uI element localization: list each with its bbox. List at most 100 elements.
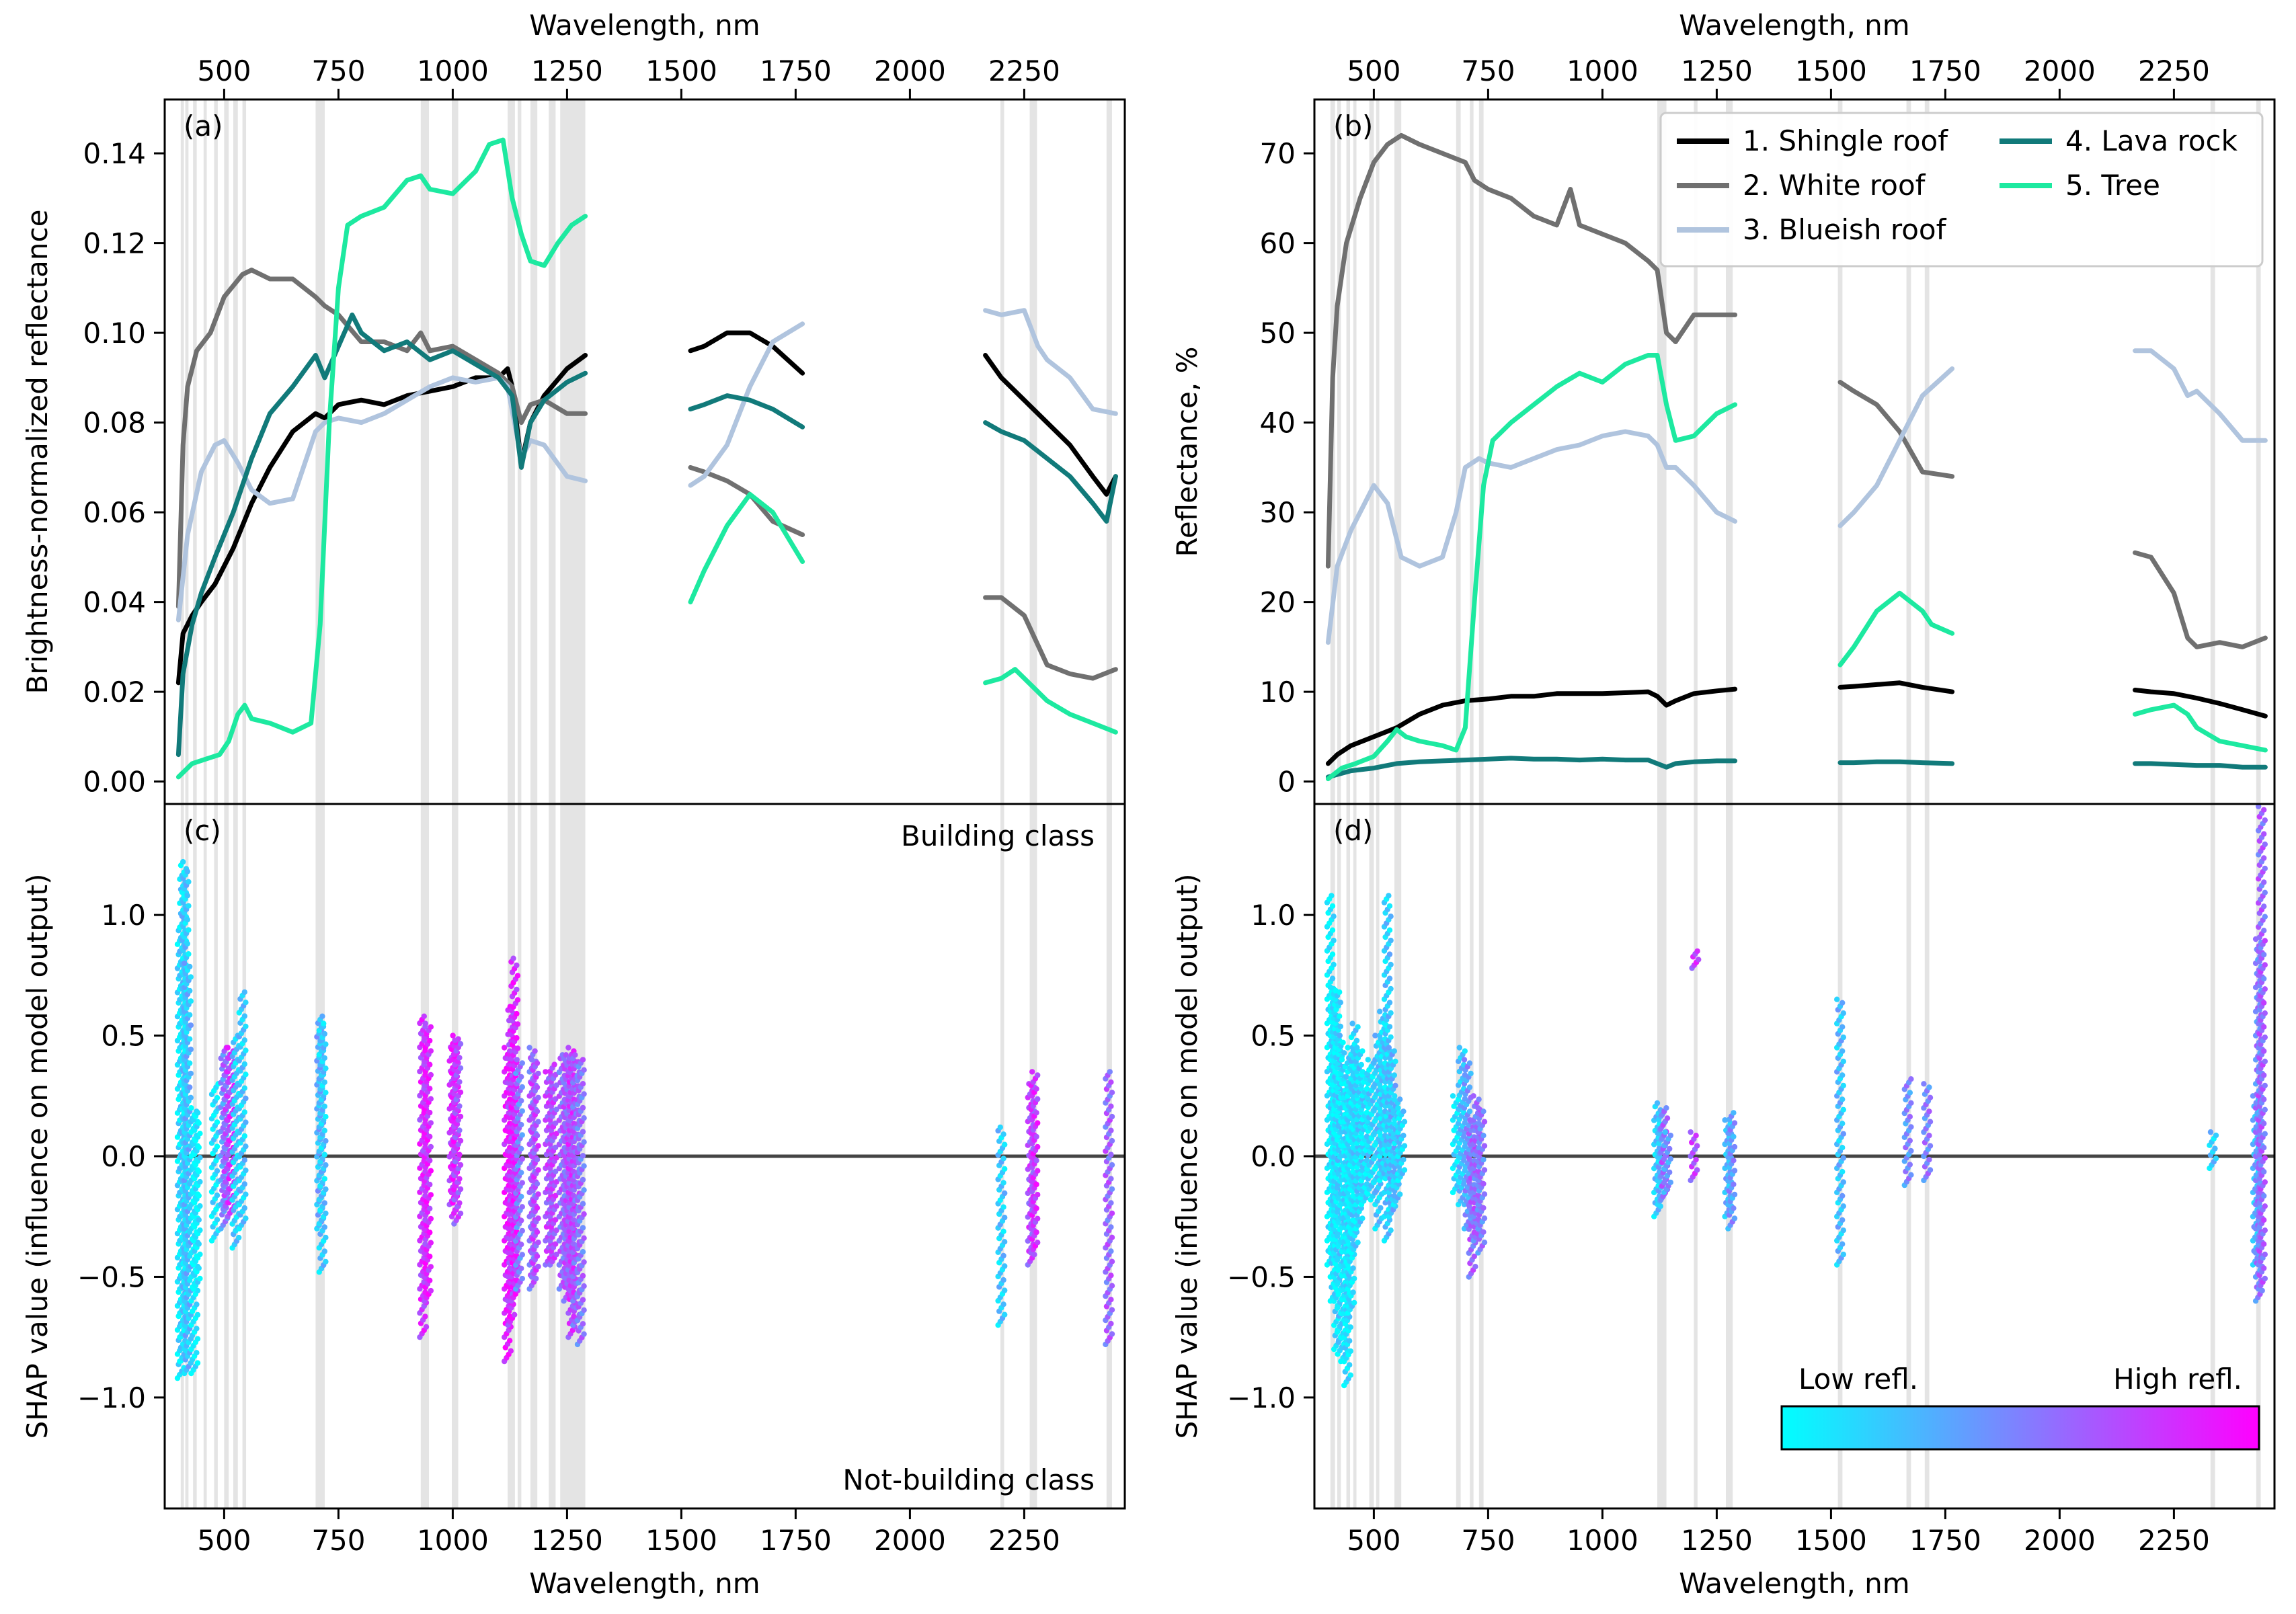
shap-point xyxy=(243,1047,249,1053)
series-line-lava xyxy=(688,393,805,430)
shap-point xyxy=(1839,1241,1846,1247)
shap-point xyxy=(1329,927,1336,933)
shap-point xyxy=(457,1103,463,1109)
shap-point xyxy=(243,1215,249,1221)
shap-point xyxy=(2261,1217,2267,1223)
shap-point xyxy=(543,1069,549,1075)
shap-point xyxy=(1035,1072,1041,1078)
shap-point xyxy=(1475,1105,1481,1111)
shap-point xyxy=(581,1259,587,1265)
shap-point xyxy=(580,1297,586,1303)
excluded-band xyxy=(1470,99,1474,804)
shap-point xyxy=(553,1193,559,1199)
shap-point xyxy=(1331,914,1337,920)
shap-point xyxy=(321,1127,327,1134)
shap-point xyxy=(1462,1048,1468,1054)
shap-point xyxy=(427,1277,433,1284)
shap-point xyxy=(1386,927,1393,933)
shap-point xyxy=(1349,1020,1355,1026)
shap-point xyxy=(2262,1179,2268,1185)
shap-point xyxy=(428,1024,434,1030)
shap-point xyxy=(1926,1156,1932,1163)
excluded-band xyxy=(1694,99,1698,804)
shap-point xyxy=(243,1072,249,1078)
shap-point xyxy=(1388,1227,1394,1234)
y-tick-label: 0.10 xyxy=(83,317,146,350)
shap-point xyxy=(427,1086,433,1092)
shap-point xyxy=(1839,1024,1846,1030)
shap-point xyxy=(1731,1205,1737,1211)
shap-point xyxy=(1731,1133,1737,1140)
shap-point xyxy=(1839,1193,1846,1199)
x-tick-label: 2250 xyxy=(988,1524,1060,1557)
shap-point xyxy=(519,1060,525,1066)
shap-point xyxy=(1840,1251,1846,1258)
shap-point xyxy=(2262,1010,2268,1016)
shap-point xyxy=(1840,1179,1846,1185)
shap-point xyxy=(1358,1061,1365,1068)
shap-point xyxy=(1108,1248,1114,1254)
plot-area xyxy=(165,804,1125,1508)
shap-point xyxy=(518,1170,524,1176)
shap-point xyxy=(519,1275,525,1282)
shap-point xyxy=(214,1094,221,1101)
shap-point xyxy=(197,1155,203,1161)
shap-point xyxy=(243,1119,249,1125)
series-line-blueish xyxy=(688,321,805,488)
excluded-band xyxy=(214,99,218,804)
shap-point xyxy=(2261,1121,2267,1127)
shap-point xyxy=(2261,1193,2267,1199)
shap-point xyxy=(427,1037,433,1044)
shap-point xyxy=(1907,1090,1913,1096)
shap-point xyxy=(457,1162,464,1168)
shap-point xyxy=(196,1168,202,1174)
shap-point xyxy=(1108,1079,1114,1086)
shap-point xyxy=(580,1153,586,1159)
shap-point xyxy=(535,1240,541,1246)
shap-point xyxy=(1109,1137,1115,1144)
shap-point xyxy=(1354,1045,1360,1051)
excluded-band xyxy=(1353,99,1357,804)
x-tick-label: 1500 xyxy=(645,54,717,87)
shap-point xyxy=(2262,1251,2268,1258)
shap-point xyxy=(194,1336,201,1342)
shap-point xyxy=(186,951,192,957)
shap-point xyxy=(580,1201,586,1207)
shap-point xyxy=(1696,957,1702,963)
shap-point xyxy=(197,1251,203,1258)
x-axis-title: Wavelength, nm xyxy=(1679,9,1909,42)
shap-point xyxy=(1000,1180,1006,1186)
shap-point xyxy=(1347,1372,1354,1378)
y-tick-label: 40 xyxy=(1260,407,1296,440)
shap-point xyxy=(1926,1108,1932,1115)
y-tick-label: 0.02 xyxy=(83,676,146,709)
shap-point xyxy=(1108,1103,1114,1109)
shap-point xyxy=(1329,903,1336,910)
shap-point xyxy=(1839,1096,1846,1102)
shap-point xyxy=(581,1139,587,1145)
shap-point xyxy=(243,1095,249,1102)
shap-point xyxy=(1480,1108,1487,1115)
shap-point xyxy=(1000,1301,1006,1307)
shap-point xyxy=(1339,1057,1345,1063)
shap-point xyxy=(519,1132,525,1138)
shap-point xyxy=(535,1191,541,1197)
shap-point xyxy=(1327,984,1334,991)
shap-point xyxy=(514,1010,520,1017)
shap-point xyxy=(581,1307,587,1314)
shap-point xyxy=(581,1067,587,1073)
y-tick-label: 10 xyxy=(1260,676,1296,709)
shap-point xyxy=(1108,1273,1114,1279)
shap-point xyxy=(1839,1072,1846,1078)
shap-point xyxy=(196,1120,202,1127)
shap-point xyxy=(422,1020,428,1026)
shap-point xyxy=(1840,1106,1846,1113)
shap-point xyxy=(581,1091,587,1097)
shap-point xyxy=(507,1338,513,1344)
shap-point xyxy=(535,1094,541,1101)
shap-point xyxy=(535,1167,541,1173)
shap-point xyxy=(214,1217,221,1223)
shap-point xyxy=(1035,1168,1041,1174)
shap-point xyxy=(1377,1008,1383,1014)
shap-point xyxy=(241,1085,247,1091)
